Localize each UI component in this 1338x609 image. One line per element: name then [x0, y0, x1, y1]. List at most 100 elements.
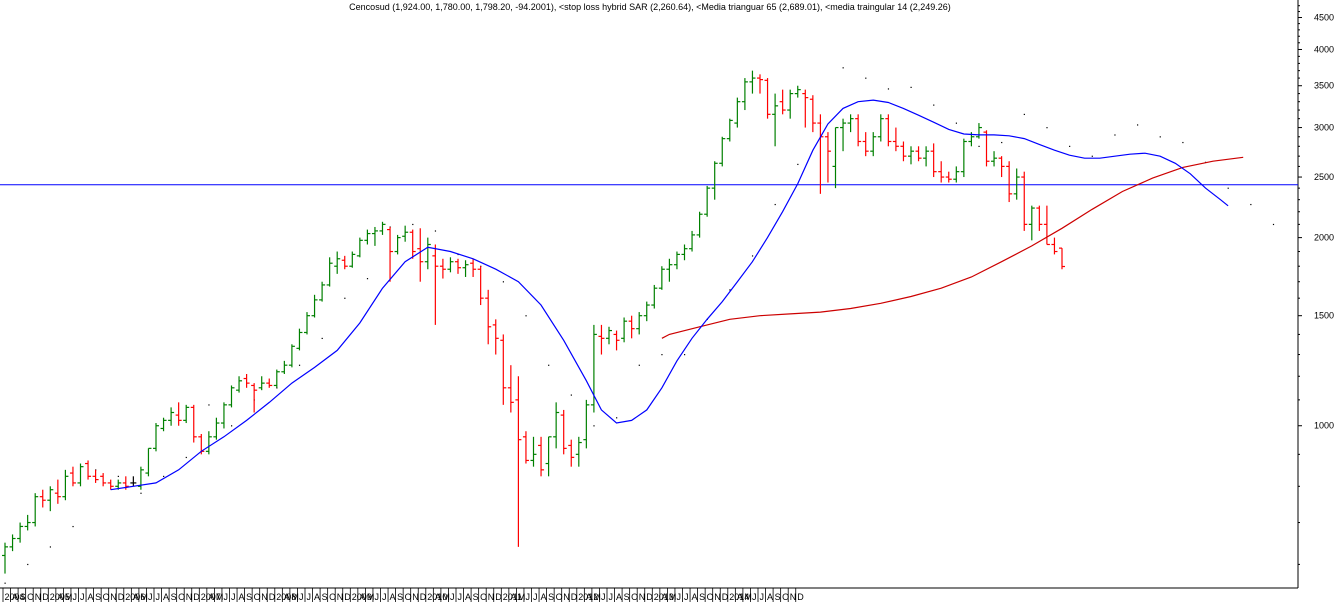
x-tick-label: J [307, 592, 312, 602]
x-tick-label: J [458, 592, 463, 602]
sar-dot [593, 425, 595, 427]
x-tick-label: A [435, 592, 441, 602]
ohlc-bar [455, 258, 461, 274]
ohlc-bar [205, 431, 212, 455]
ohlc-bar [726, 118, 733, 142]
x-tick-label: S [95, 592, 101, 602]
sar-dot [910, 86, 912, 88]
x-tick-label: D [269, 592, 276, 602]
ohlc-bar [568, 439, 575, 467]
ohlc-bar [492, 319, 499, 355]
sar-dot [117, 475, 119, 478]
x-tick-label: J [760, 592, 765, 602]
ohlc-bar [953, 166, 960, 183]
ohlc-bar [507, 365, 514, 413]
x-tick-label: S [699, 592, 705, 602]
sar-dot [208, 404, 210, 406]
x-tick-label: J [148, 592, 153, 602]
ohlc-bar [304, 312, 310, 335]
ohlc-bar [885, 114, 892, 147]
sar-dot [570, 394, 572, 396]
ohlc-bar [960, 138, 967, 178]
x-tick-label: A [208, 592, 214, 602]
ohlc-bar [900, 141, 907, 162]
x-tick-label: S [20, 592, 26, 602]
x-tick-label: A [12, 592, 18, 602]
x-tick-label: D [797, 592, 804, 602]
x-tick-label: N [639, 592, 646, 602]
sar-dot [887, 88, 890, 90]
x-tick-label: J [752, 592, 757, 602]
x-tick-label: 2004 [5, 592, 25, 602]
sar-dot [638, 364, 640, 366]
ohlc-bar [296, 328, 303, 351]
moving-average-layer [110, 99, 1244, 491]
x-tick-label: 2011 [503, 592, 522, 602]
x-tick-label: D [571, 592, 578, 602]
x-tick-label: N [563, 592, 570, 602]
ohlc-bar [402, 225, 409, 242]
x-tick-label: S [246, 592, 252, 602]
y-tick-label: 3500 [1314, 81, 1334, 91]
ohlc-bar [364, 229, 371, 245]
x-tick-label: S [473, 592, 479, 602]
x-tick-label: J [80, 592, 85, 602]
x-tick-label: M [669, 592, 677, 602]
x-tick-label: A [737, 592, 743, 602]
ohlc-bar [673, 251, 680, 270]
y-tick-label: 1500 [1314, 311, 1334, 321]
ohlc-bar [938, 161, 945, 183]
x-tick-label: O [329, 592, 336, 602]
ohlc-bar [69, 466, 76, 487]
x-tick-label: O [556, 592, 563, 602]
ohlc-bar [809, 95, 816, 133]
sar-dot [502, 281, 504, 283]
ohlc-bar [817, 114, 824, 194]
ohlc-bar [840, 118, 847, 152]
x-tick-label: M [291, 592, 299, 602]
y-tick-label: 3000 [1314, 123, 1334, 133]
x-tick-label: D [646, 592, 653, 602]
ohlc-bar [734, 97, 741, 128]
x-tick-label: A [390, 592, 396, 602]
ohlc-bar [371, 226, 378, 246]
ohlc-bar [243, 374, 250, 388]
x-tick-label: M [65, 592, 73, 602]
ohlc-bar [560, 409, 567, 455]
sar-dot [1159, 136, 1161, 138]
sar-dot [865, 77, 867, 79]
ohlc-bar [998, 156, 1005, 178]
ohlc-bar [1028, 205, 1035, 241]
sar-dot [729, 289, 731, 291]
sar-dot [933, 104, 935, 106]
x-tick-label: D [722, 592, 729, 602]
x-tick-label: A [541, 592, 547, 602]
ohlc-bar [779, 89, 786, 115]
y-tick-label: 4500 [1314, 13, 1334, 23]
ohlc-bar [190, 404, 197, 443]
ohlc-bar [530, 436, 537, 467]
x-tick-label: S [397, 592, 403, 602]
sar-dot [548, 364, 550, 366]
ohlc-bar [983, 130, 990, 167]
ohlc-bar [847, 114, 854, 133]
ohlc-bar [477, 266, 484, 306]
x-tick-label: 2012 [578, 592, 598, 602]
sar-dot [1001, 141, 1003, 144]
x-tick-label: N [186, 592, 193, 602]
ohlc-bar [500, 334, 507, 405]
x-tick-label: 2005 [50, 592, 70, 602]
y-axis: 1000 1500 2000 2500 3000 3500 4000 4500 [1298, 5, 1334, 565]
x-tick-label: J [609, 592, 614, 602]
ohlc-bar [17, 522, 24, 543]
x-tick-label: M [367, 592, 375, 602]
x-tick-label: A [692, 592, 698, 602]
ohlc-bar [1036, 205, 1043, 231]
ohlc-bar [583, 399, 590, 449]
ohlc-bar [802, 89, 809, 128]
ohlc-bar [658, 266, 665, 290]
x-tick-label: J [684, 592, 689, 602]
ohlc-bar [258, 376, 265, 391]
sar-dot [163, 475, 165, 478]
